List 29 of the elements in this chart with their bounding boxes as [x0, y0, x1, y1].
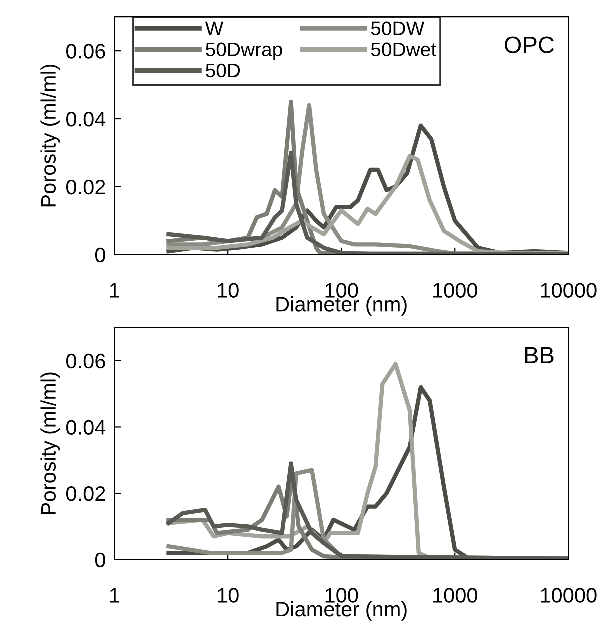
x-tick-label: 10 — [218, 588, 239, 603]
x-tick-label: 1000 — [434, 283, 478, 298]
x-tick-label: 100 — [326, 588, 358, 603]
y-tick-label: 0.06 — [66, 354, 106, 369]
x-tick-label: 10000 — [541, 283, 597, 298]
x-tick-label: 1000 — [434, 588, 478, 603]
y-tick-label: 0.04 — [66, 112, 106, 127]
legend-label: 50Dwet — [371, 42, 436, 57]
legend-label: 50Dwrap — [206, 42, 282, 60]
x-tick-label: 10 — [218, 283, 239, 298]
y-tick-label: 0 — [95, 248, 106, 263]
x-tick-label: 100 — [326, 283, 358, 298]
legend-label: W — [205, 22, 224, 36]
y-tick-label: 0.04 — [66, 420, 106, 435]
y-tick-label: 0.02 — [66, 180, 106, 195]
y-tick-label: 0 — [95, 552, 106, 568]
x-tick-label: 1 — [110, 283, 120, 298]
x-axis-title: Diameter (nm) — [276, 601, 407, 621]
legend-label: 50D — [206, 64, 240, 78]
y-axis-title: Porosity (ml/ml) — [40, 372, 60, 514]
y-axis-title: Porosity (ml/ml) — [40, 64, 60, 207]
y-tick-label: 0.02 — [66, 486, 106, 502]
annotation: OPC — [504, 36, 554, 54]
x-axis-title: Diameter (nm) — [276, 296, 407, 316]
legend-label: 50DW — [371, 22, 425, 36]
x-tick-label: 10000 — [541, 588, 597, 603]
x-tick-label: 1 — [110, 588, 120, 603]
y-tick-label: 0.06 — [66, 44, 106, 59]
annotation: BB — [525, 347, 554, 364]
